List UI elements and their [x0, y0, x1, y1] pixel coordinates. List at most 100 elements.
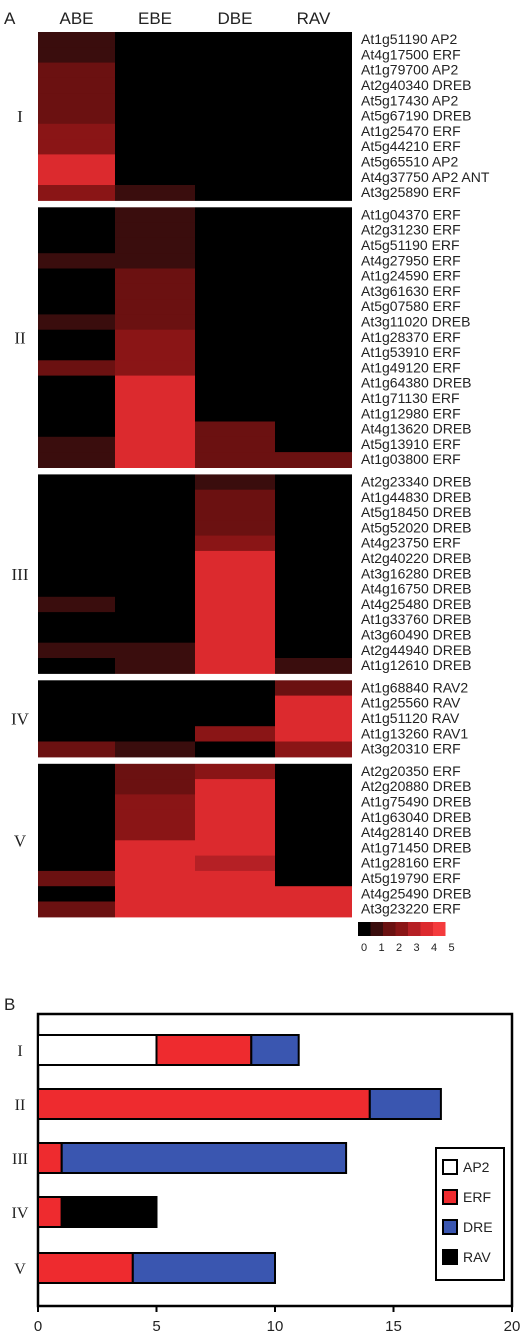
scale-tick-label: 0	[361, 942, 367, 954]
heatmap-cell	[38, 207, 115, 224]
heatmap-cell	[38, 794, 115, 811]
heatmap-cell	[38, 139, 115, 155]
heatmap-cell	[115, 32, 195, 48]
bar-segment	[368, 1088, 442, 1120]
heatmap-cell	[115, 886, 195, 903]
row-label: At2g20880 DREB	[361, 778, 472, 794]
heatmap-cell	[195, 93, 275, 110]
heatmap-cell	[275, 489, 352, 506]
heatmap-cell	[195, 695, 275, 712]
heatmap-cell	[275, 825, 352, 841]
heatmap-cell	[275, 870, 352, 887]
heatmap-cell	[38, 840, 115, 857]
heatmap-cell	[195, 710, 275, 727]
heatmap-cell	[115, 870, 195, 887]
heatmap-cell	[115, 741, 195, 758]
heatmap-cell	[195, 642, 275, 659]
heatmap-cell	[275, 436, 352, 453]
heatmap-cell	[195, 329, 275, 346]
heatmap-cell	[275, 680, 352, 697]
heatmap-cell	[195, 680, 275, 697]
heatmap-cell	[38, 108, 115, 125]
heatmap-cell	[115, 680, 195, 697]
heatmap-cell	[195, 505, 275, 521]
row-label: At3g60490 DREB	[361, 627, 472, 643]
heatmap-cell	[38, 886, 115, 903]
heatmap-cell	[275, 505, 352, 521]
heatmap-cell	[38, 93, 115, 110]
legend: AP2 ERF DRE RAV	[435, 1147, 505, 1281]
panel-b-label: B	[4, 995, 15, 1014]
heatmap-cell	[275, 237, 352, 254]
heatmap-cell	[195, 268, 275, 285]
x-tick-label: 15	[385, 1318, 402, 1335]
bar-segment	[60, 1142, 348, 1174]
heatmap-cell	[38, 299, 115, 315]
row-label: At5g13910 ERF	[361, 436, 461, 452]
heatmap-cell	[275, 535, 352, 552]
heatmap-cell	[195, 123, 275, 140]
heatmap-cell	[275, 901, 352, 918]
scale-swatch	[383, 922, 396, 936]
legend-label: ERF	[463, 1189, 491, 1205]
heatmap-cell	[115, 47, 195, 64]
heatmap-cell	[195, 741, 275, 758]
heatmap-cell	[275, 93, 352, 110]
heatmap-cell	[195, 566, 275, 583]
x-axis-ticks: 0 5 10 15 20	[34, 1306, 521, 1335]
row-label: At1g63040 DREB	[361, 809, 472, 825]
heatmap-cell	[38, 360, 115, 377]
row-label: At3g20310 ERF	[361, 741, 461, 757]
column-header: ABE	[59, 9, 93, 28]
heatmap-cell	[275, 314, 352, 331]
legend-swatch	[442, 1189, 458, 1205]
bar-segment	[37, 1088, 371, 1120]
heatmap-cell	[38, 345, 115, 361]
heatmap-cell	[38, 123, 115, 140]
heatmap-cell	[115, 474, 195, 491]
heatmap-cell	[275, 627, 352, 644]
row-label: At5g65510 AP2	[361, 154, 459, 170]
heatmap-cell	[115, 581, 195, 598]
heatmap-cell	[115, 169, 195, 186]
heatmap-cell	[275, 886, 352, 903]
heatmap-cell	[115, 809, 195, 826]
heatmap-cell	[275, 222, 352, 239]
heatmap-cell	[195, 658, 275, 674]
heatmap-cell	[275, 329, 352, 346]
heatmap-cell	[38, 642, 115, 659]
x-tick-label: 20	[504, 1318, 521, 1335]
heatmap-cell	[38, 779, 115, 795]
heatmap-cell	[115, 627, 195, 644]
row-label: At1g03800 ERF	[361, 451, 461, 467]
heatmap-cell	[195, 627, 275, 644]
row-label: At5g17430 AP2	[361, 92, 459, 108]
heatmap-cell	[275, 139, 352, 155]
row-label: At2g44940 DREB	[361, 642, 472, 658]
heatmap-cell	[275, 77, 352, 94]
heatmap-cell	[115, 825, 195, 841]
heatmap-cell	[38, 421, 115, 438]
heatmap-cell	[38, 406, 115, 423]
column-header: RAV	[297, 9, 331, 28]
heatmap-cell	[195, 452, 275, 468]
heatmap-cell	[115, 237, 195, 254]
bar-segment	[37, 1142, 63, 1174]
scale-tick-label: 1	[378, 942, 384, 954]
heatmap-cell	[38, 710, 115, 727]
row-label: At4g13620 DREB	[361, 421, 472, 437]
heatmap-cell	[115, 794, 195, 811]
scale-tick-label: 5	[448, 942, 454, 954]
row-label: At5g67190 DREB	[361, 108, 472, 124]
heatmap-cell	[275, 169, 352, 186]
heatmap-cell	[195, 825, 275, 841]
heatmap-cell	[38, 550, 115, 567]
row-label: At1g25470 ERF	[361, 123, 461, 139]
heatmap-cell	[115, 185, 195, 201]
heatmap-cell	[38, 314, 115, 331]
heatmap-cell	[275, 710, 352, 727]
